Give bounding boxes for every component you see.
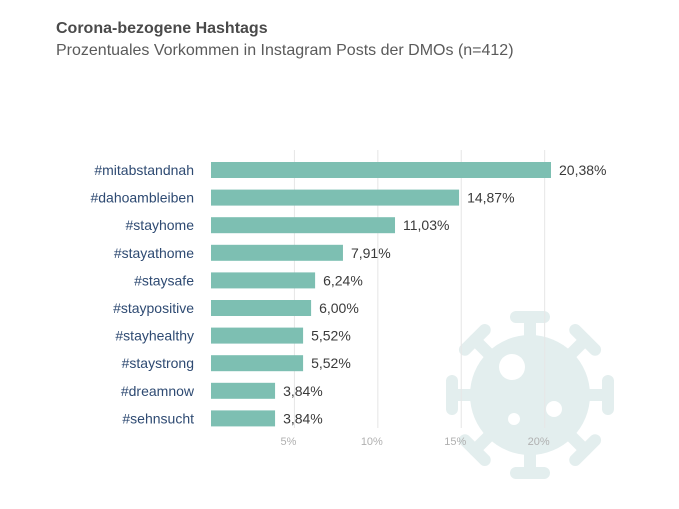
- category-label: #stayhome: [126, 217, 195, 233]
- virus-spot: [546, 401, 562, 417]
- category-label: #stayathome: [114, 245, 194, 261]
- labels: 5% 10% 15% 20% #mitabstandnah 20,38% #dahoambl…: [90, 162, 606, 448]
- bar: [211, 189, 460, 206]
- value-label: 11,03%: [403, 217, 449, 233]
- chart-title: Corona-bezogene Hashtags: [56, 20, 268, 37]
- x-tick-label: 20%: [528, 436, 550, 448]
- bar: [211, 244, 343, 261]
- bar: [211, 300, 312, 316]
- category-label: #stayhealthy: [115, 328, 194, 344]
- x-tick-label: 5%: [280, 436, 296, 448]
- x-tick-label: 10%: [361, 436, 383, 448]
- virus-spike-cap: [569, 323, 602, 356]
- value-label: 7,91%: [351, 245, 391, 261]
- category-label: #staypositive: [113, 300, 194, 316]
- virus-spike-cap: [569, 434, 602, 467]
- value-label: 5,52%: [311, 328, 351, 344]
- bar: [211, 217, 396, 234]
- category-label: #sehnsucht: [122, 410, 194, 426]
- bar: [211, 410, 276, 427]
- chart-subtitle: Prozentuales Vorkommen in Instagram Post…: [56, 42, 514, 59]
- x-tick-label: 15%: [444, 436, 466, 448]
- value-label: 5,52%: [311, 355, 351, 371]
- virus-spike-cap: [458, 434, 491, 467]
- bars: [211, 162, 551, 427]
- category-label: #staysafe: [134, 272, 194, 288]
- value-label: 20,38%: [559, 162, 606, 178]
- value-label: 6,00%: [319, 300, 359, 316]
- category-label: #dahoambleiben: [90, 190, 194, 206]
- value-label: 3,84%: [283, 410, 323, 426]
- bar: [211, 272, 316, 289]
- bar: [211, 355, 304, 372]
- virus-icon: [446, 311, 614, 479]
- virus-spike-cap: [458, 323, 491, 356]
- virus-spot: [508, 413, 520, 425]
- value-label: 3,84%: [283, 383, 323, 399]
- bar: [211, 327, 304, 344]
- virus-spot: [499, 354, 525, 380]
- category-label: #staystrong: [122, 355, 194, 371]
- value-label: 14,87%: [467, 190, 514, 206]
- bar: [211, 162, 551, 178]
- bar: [211, 382, 276, 399]
- category-label: #dreamnow: [121, 383, 195, 399]
- category-label: #mitabstandnah: [94, 162, 194, 178]
- value-label: 6,24%: [323, 272, 363, 288]
